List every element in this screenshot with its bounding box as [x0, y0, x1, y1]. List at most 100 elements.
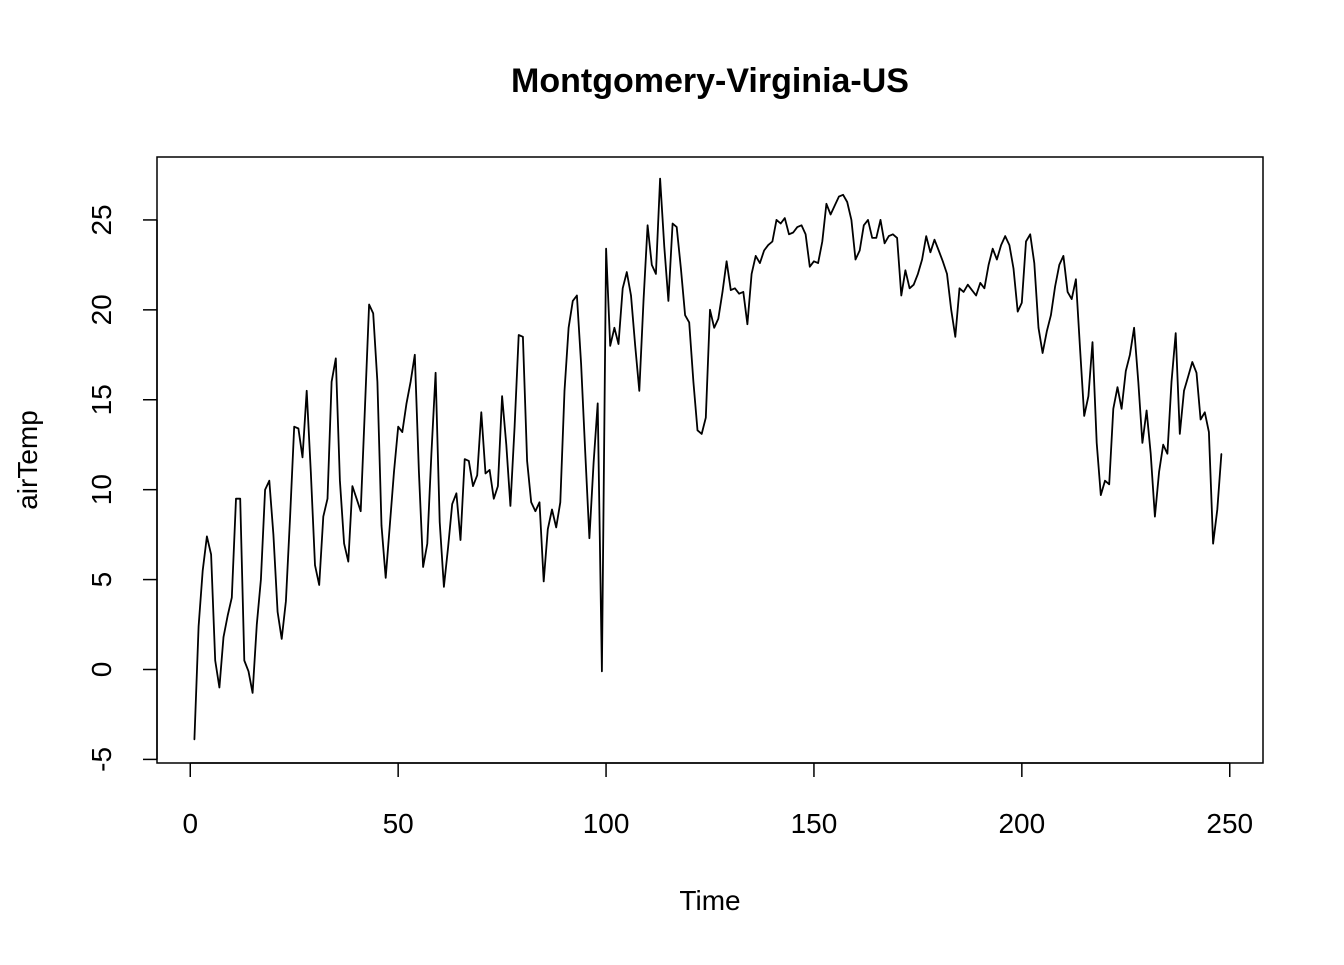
data-point — [405, 402, 408, 404]
data-point — [439, 521, 441, 523]
data-point — [1208, 431, 1210, 433]
data-point — [555, 526, 557, 529]
data-point — [1170, 381, 1173, 383]
data-point — [568, 327, 570, 329]
data-point — [796, 226, 798, 228]
data-point — [472, 485, 474, 487]
data-point — [1008, 244, 1011, 246]
data-point — [322, 516, 324, 518]
data-point — [256, 623, 258, 626]
data-point — [759, 262, 761, 264]
y-tick-label: 0 — [86, 662, 117, 678]
data-point — [1004, 235, 1006, 237]
data-point — [742, 291, 744, 293]
data-point — [617, 343, 620, 345]
plot-frame — [156, 156, 1264, 764]
data-point — [422, 566, 424, 568]
data-point — [509, 505, 511, 507]
data-point — [414, 354, 416, 356]
data-point — [1058, 264, 1060, 266]
data-point — [1046, 330, 1048, 332]
data-point — [751, 273, 753, 275]
data-point — [1079, 348, 1081, 350]
data-point — [522, 336, 524, 338]
y-tick-label: 5 — [86, 572, 117, 588]
data-point — [198, 625, 200, 627]
data-point — [297, 427, 299, 430]
data-point — [484, 472, 487, 475]
data-point — [301, 456, 304, 458]
data-point — [613, 327, 616, 329]
data-point — [1033, 262, 1035, 264]
data-point — [938, 249, 940, 252]
data-point — [717, 318, 719, 320]
data-point — [1025, 240, 1027, 243]
data-point — [917, 273, 919, 275]
data-point — [900, 294, 902, 297]
data-point — [1042, 352, 1044, 354]
data-point — [1133, 327, 1135, 329]
x-tick-label: 200 — [998, 808, 1045, 839]
data-point — [252, 692, 254, 694]
data-point — [775, 219, 778, 221]
data-point — [1204, 411, 1206, 413]
data-point — [455, 492, 457, 494]
data-point — [859, 249, 861, 252]
data-point — [1162, 444, 1164, 446]
data-point — [1200, 418, 1202, 421]
data-point — [364, 408, 366, 410]
data-point — [401, 431, 403, 433]
data-point — [314, 564, 316, 566]
data-point — [518, 334, 520, 336]
chart-title: Montgomery-Virginia-US — [511, 62, 909, 100]
data-point — [659, 178, 661, 180]
data-point — [593, 462, 595, 464]
data-point — [576, 294, 578, 297]
data-point — [476, 474, 478, 476]
y-axis: -5 0 5 10 15 20 25 — [86, 204, 158, 772]
data-point — [975, 294, 977, 297]
data-point — [1087, 395, 1089, 397]
data-point — [609, 345, 611, 347]
data-point — [310, 471, 312, 473]
data-point — [1037, 327, 1040, 329]
data-point — [202, 570, 204, 572]
data-point — [813, 260, 815, 262]
data-point — [410, 381, 412, 383]
data-point — [692, 381, 695, 383]
data-point — [459, 539, 462, 541]
data-point — [842, 194, 844, 196]
data-point — [622, 287, 624, 289]
data-point — [468, 460, 470, 462]
data-point — [306, 390, 308, 392]
data-point — [393, 471, 395, 473]
data-point — [834, 205, 836, 207]
x-tick-label: 150 — [791, 808, 838, 839]
data-point — [418, 471, 420, 473]
data-point — [655, 273, 657, 275]
data-point — [206, 535, 208, 538]
data-point — [642, 300, 645, 302]
data-point — [268, 480, 270, 482]
data-point — [921, 258, 923, 261]
data-point — [1050, 314, 1052, 316]
data-point — [663, 246, 665, 248]
data-point — [272, 534, 274, 536]
data-point — [1029, 233, 1031, 235]
data-point — [850, 219, 853, 221]
data-point — [1191, 361, 1193, 363]
data-point — [942, 260, 944, 262]
data-point — [809, 266, 811, 268]
data-point — [435, 372, 437, 374]
data-point — [360, 510, 362, 512]
data-point — [696, 429, 699, 431]
data-point — [1062, 255, 1064, 257]
data-point — [871, 237, 873, 239]
data-point — [688, 321, 690, 323]
data-point — [580, 363, 582, 365]
data-point — [1021, 302, 1023, 304]
data-point — [863, 224, 865, 226]
data-point — [933, 239, 936, 241]
y-tick-label: -5 — [86, 747, 117, 772]
